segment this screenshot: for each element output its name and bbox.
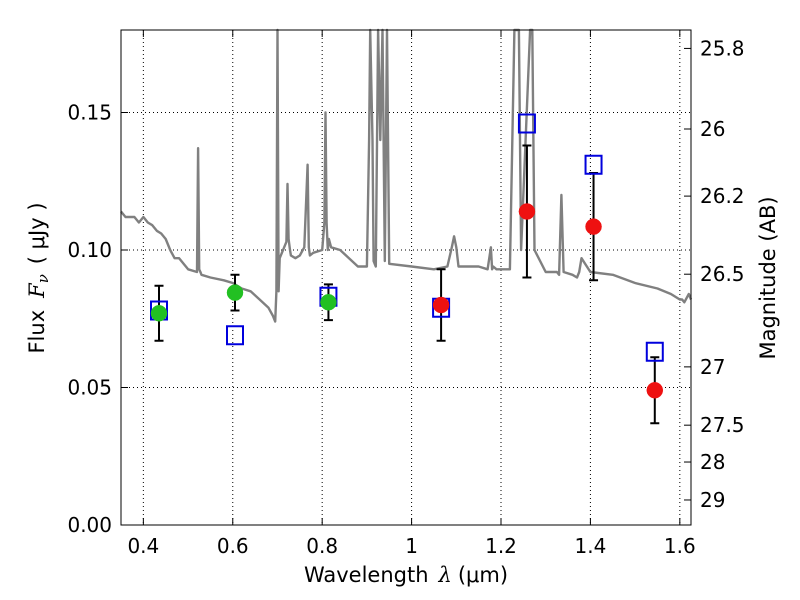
- model-point-box: [517, 113, 536, 134]
- spectrum-series: [120, 28, 693, 323]
- y-axis-title-prefix: Flux: [25, 310, 49, 354]
- y-tick-label: 0.10: [67, 238, 112, 262]
- y2-tick-label: 29: [700, 488, 725, 512]
- observed-point-green: [320, 294, 337, 311]
- y-tick-label: 0.15: [67, 101, 112, 125]
- x-axis-title-unit: (μm): [458, 563, 508, 587]
- model-point-box: [584, 154, 603, 175]
- observed-point-series: [150, 203, 664, 399]
- y2-tick-label: 26.5: [700, 262, 745, 286]
- x-axis-title-prefix: Wavelength: [304, 563, 429, 587]
- x-tick-label: 0.8: [306, 534, 338, 558]
- model-point-series: [150, 113, 664, 362]
- spectrum-line: [120, 28, 693, 323]
- x-tick-label: 0.6: [217, 534, 249, 558]
- observed-point-red: [646, 382, 664, 399]
- observed-point-red: [518, 203, 536, 220]
- y-axis-title-subscript: ν: [34, 274, 52, 283]
- y-axis-title-symbol: F: [25, 282, 49, 299]
- y-axis-title-unit: ( μJy ): [25, 202, 49, 264]
- model-point-box: [645, 341, 664, 362]
- observed-point-green: [226, 284, 244, 301]
- y2-tick-label: 25.8: [700, 36, 745, 60]
- x-tick-label: 1.6: [664, 534, 696, 558]
- y2-tick-label: 27: [700, 355, 725, 379]
- y2-tick-label: 28: [700, 450, 725, 474]
- y-axis-title: Flux Fν ( μJy ): [25, 202, 52, 353]
- y2-tick-label: 26.2: [700, 184, 745, 208]
- observed-point-red: [585, 218, 602, 235]
- model-point-box: [226, 325, 244, 346]
- x-tick-label: 1.4: [575, 534, 607, 558]
- x-axis-title-symbol: λ: [438, 563, 452, 587]
- y2-tick-label: 26: [700, 117, 725, 141]
- y-tick-label: 0.00: [67, 513, 112, 537]
- x-axis-title: Wavelength λ (μm): [304, 563, 508, 587]
- y2-tick-label: 27.5: [700, 413, 745, 437]
- errorbar-series: [154, 144, 660, 425]
- x-tick-label: 1: [405, 534, 418, 558]
- y-tick-label: 0.05: [67, 376, 112, 400]
- y2-axis-title: Magnitude (AB): [756, 196, 780, 359]
- plot-frame: [120, 29, 692, 526]
- observed-point-red: [432, 296, 450, 314]
- axis-ticks: 0.4 0.6 0.8 1 1.2 1.4 1.6 0.00 0.05 0.10 0.15 25.8 2…: [67, 30, 745, 558]
- x-tick-label: 1.2: [485, 534, 517, 558]
- observed-point-green: [150, 305, 168, 322]
- x-tick-label: 0.4: [127, 534, 159, 558]
